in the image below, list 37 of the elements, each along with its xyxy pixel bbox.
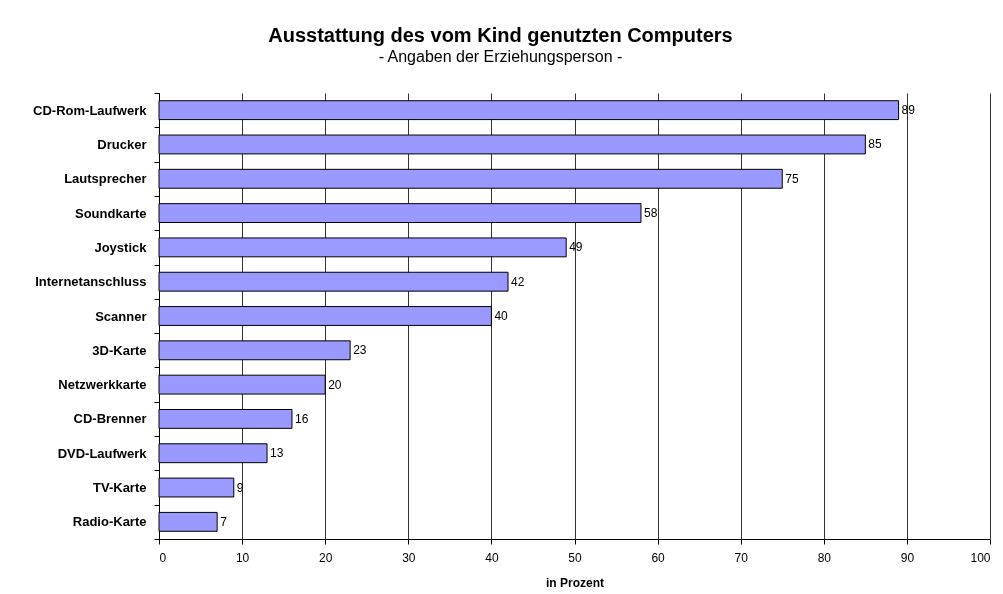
x-tick-label: 60 [651,550,666,565]
y-tick-label: CD-Brenner [73,411,147,427]
y-tick-label: DVD-Laufwerk [57,445,148,461]
y-tick-label: Drucker [97,136,147,152]
x-tick-label: 20 [319,550,333,565]
data-label: 13 [270,446,284,461]
chart-subtitle: - Angaben der Erziehungsperson - [378,48,623,65]
x-tick-label: 0 [159,550,167,565]
data-label: 85 [868,137,883,152]
x-tick-label: 70 [734,550,749,565]
x-tick-label: 100 [970,550,991,565]
x-tick-label: 90 [900,550,915,565]
y-tick-label: 3D-Karte [92,342,147,358]
y-tick-label: Scanner [95,308,147,324]
y-tick-label: Lautsprecher [64,171,147,187]
y-tick-label: Soundkarte [74,205,147,221]
data-label: 58 [643,206,658,221]
data-label: 42 [511,274,525,289]
data-label: 20 [328,377,342,392]
y-tick-label: Internetanschluss [35,274,147,290]
data-label: 75 [785,171,799,186]
data-label: 7 [220,514,228,529]
x-tick-label: 50 [568,550,582,565]
y-tick-label: CD-Rom-Laufwerk [33,102,148,118]
chart-title: Ausstattung des vom Kind genutzten Computers [268,24,733,46]
y-tick-label: TV-Karte [93,480,147,496]
x-tick-label: 10 [235,550,250,565]
y-tick-label: Radio-Karte [72,514,147,530]
x-tick-label: 40 [485,550,499,565]
x-tick-label: 30 [402,550,416,565]
data-label: 16 [294,411,309,426]
x-axis-title: in Prozent [545,575,605,590]
data-label: 23 [353,343,367,358]
data-label: 40 [494,309,509,323]
x-tick-label: 80 [817,550,832,565]
y-tick-label: Joystick [94,239,148,255]
y-tick-label: Netzwerkkarte [58,377,147,393]
